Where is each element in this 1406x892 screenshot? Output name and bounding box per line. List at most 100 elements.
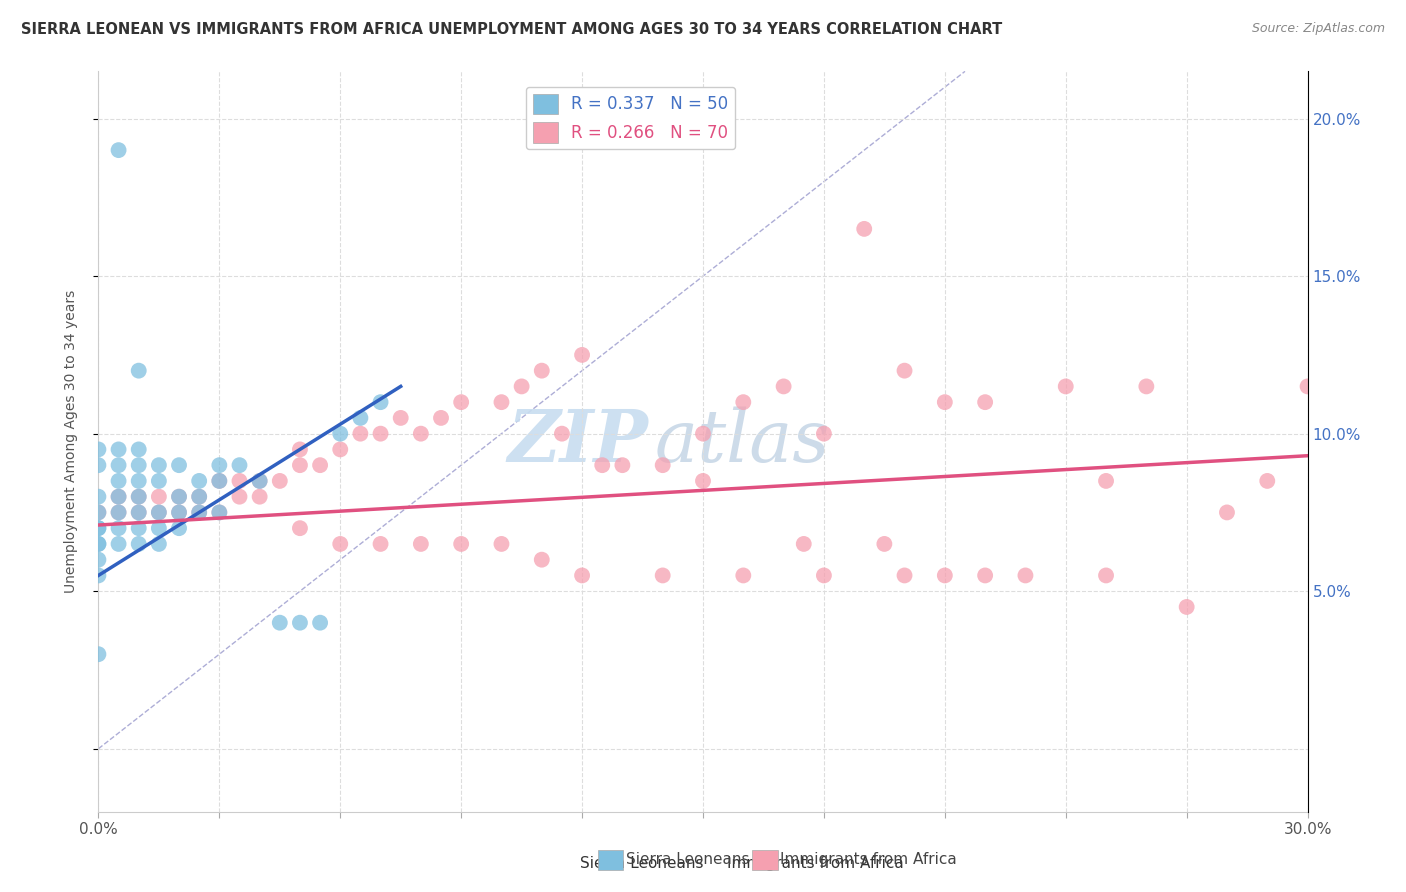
Text: SIERRA LEONEAN VS IMMIGRANTS FROM AFRICA UNEMPLOYMENT AMONG AGES 30 TO 34 YEARS : SIERRA LEONEAN VS IMMIGRANTS FROM AFRICA… [21,22,1002,37]
Point [107,521,129,535]
Point [329,537,352,551]
Point [1014,568,1036,582]
Point [128,442,150,457]
Point [87,490,110,504]
Point [87,568,110,582]
Point [249,474,271,488]
Point [87,521,110,535]
Point [87,442,110,457]
Point [389,411,412,425]
Legend: R = 0.337   N = 50, R = 0.266   N = 70: R = 0.337 N = 50, R = 0.266 N = 70 [526,87,735,150]
Point [450,537,472,551]
Point [107,537,129,551]
Point [409,426,432,441]
Point [128,364,150,378]
Point [167,490,190,504]
Point [893,364,915,378]
Point [87,537,110,551]
Point [430,411,453,425]
Point [491,395,513,409]
Point [208,458,231,472]
Point [249,474,271,488]
Text: Sierra Leoneans: Sierra Leoneans [626,853,749,867]
Point [1296,379,1319,393]
Point [148,505,170,519]
Point [188,505,211,519]
Point [1175,599,1198,614]
Point [188,490,211,504]
Point [450,395,472,409]
Point [491,537,513,551]
Point [974,568,997,582]
Point [974,395,997,409]
Point [107,442,129,457]
Point [87,505,110,519]
Point [813,426,835,441]
Point [148,521,170,535]
Point [1256,474,1278,488]
Point [87,537,110,551]
Point [309,615,332,630]
Point [107,490,129,504]
Point [148,537,170,551]
Point [1095,474,1118,488]
Point [128,458,150,472]
Point [107,505,129,519]
Point [87,505,110,519]
Point [87,521,110,535]
Point [188,490,211,504]
Point [329,442,352,457]
Text: atlas: atlas [655,406,830,477]
Point [772,379,794,393]
Point [349,426,371,441]
Point [370,395,392,409]
Point [228,474,250,488]
Point [1216,505,1239,519]
Point [349,411,371,425]
Point [571,568,593,582]
Point [813,568,835,582]
Point [188,505,211,519]
Point [510,379,533,393]
Point [530,552,553,566]
Point [370,426,392,441]
Point [733,395,755,409]
Point [87,552,110,566]
Point [208,474,231,488]
Point [651,458,673,472]
Point [269,474,291,488]
Point [167,458,190,472]
Point [208,474,231,488]
Point [107,505,129,519]
Point [107,474,129,488]
Point [188,474,211,488]
Point [228,458,250,472]
Point [107,458,129,472]
Point [370,537,392,551]
Point [551,426,574,441]
Point [288,521,311,535]
Text: Sierra Leoneans: Sierra Leoneans [579,856,703,871]
Point [148,505,170,519]
Point [128,474,150,488]
Point [591,458,613,472]
Text: Immigrants from Africa: Immigrants from Africa [780,853,957,867]
Point [1054,379,1077,393]
Text: ZIP: ZIP [508,406,648,477]
Point [148,490,170,504]
Y-axis label: Unemployment Among Ages 30 to 34 years: Unemployment Among Ages 30 to 34 years [63,290,77,593]
Point [288,615,311,630]
Point [288,442,311,457]
Point [309,458,332,472]
Point [893,568,915,582]
Point [167,521,190,535]
Point [249,490,271,504]
Point [692,426,714,441]
Point [329,426,352,441]
Point [128,505,150,519]
Point [651,568,673,582]
Point [167,505,190,519]
Point [208,505,231,519]
Point [612,458,634,472]
Point [148,458,170,472]
